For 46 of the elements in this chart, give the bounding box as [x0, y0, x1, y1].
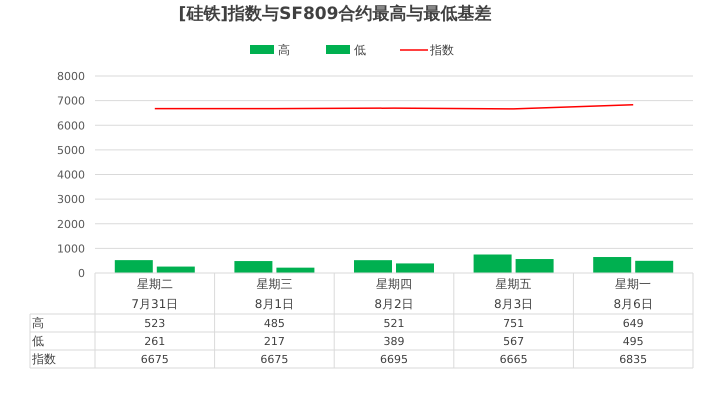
y-tick-label: 8000 [57, 70, 85, 83]
data-label: 6665 [500, 353, 528, 366]
x-tick-label: 星期三 8月1日 [254, 277, 294, 311]
y-tick-label: 1000 [57, 242, 85, 256]
legend-label: 指数 [429, 43, 454, 57]
y-tick-label: 7000 [57, 94, 85, 108]
data-label: 6675 [260, 353, 288, 366]
text: 高 [32, 316, 44, 330]
bar [234, 261, 272, 273]
data-label: 6835 [619, 353, 648, 366]
bar [114, 260, 153, 273]
y-tick-label: 3000 [57, 193, 85, 206]
data-label: 521 [384, 317, 404, 330]
data-label: 485 [264, 317, 285, 330]
data-label: 567 [503, 335, 524, 348]
y-tick-label: 4000 [57, 168, 85, 182]
data-label: 523 [144, 317, 166, 330]
x-tick-label: 星期一 8月6日 [614, 277, 653, 311]
bar [156, 266, 195, 273]
data-label: 217 [264, 335, 285, 348]
bar [474, 254, 512, 273]
legend-label: 高 [278, 43, 290, 57]
text: 指数 [32, 352, 56, 366]
bar [635, 260, 674, 273]
legend-label: 低 [354, 43, 366, 57]
y-tick-label: 0 [78, 267, 85, 280]
data-label: 649 [622, 317, 644, 330]
text: 低 [32, 334, 44, 348]
data-label: 389 [384, 335, 404, 348]
x-tick-label: 星期五 8月3日 [494, 277, 534, 311]
x-tick-label: 星期四 8月2日 [374, 277, 414, 311]
bar [276, 268, 314, 273]
data-label: 751 [503, 317, 524, 330]
chart-title: [硅铁]指数与SF809合约最高与最低基差 [178, 4, 492, 24]
data-label: 495 [622, 335, 644, 348]
y-tick-label: 2000 [57, 218, 85, 231]
data-label: 6675 [140, 353, 169, 366]
y-tick-label: 5000 [57, 144, 85, 157]
data-label: 261 [144, 335, 166, 348]
bar [593, 257, 632, 273]
y-tick-label: 6000 [57, 119, 85, 132]
bar [354, 260, 392, 273]
x-tick-label: 星期二 7月31日 [131, 277, 178, 311]
data-label: 6695 [380, 353, 408, 366]
bar [396, 263, 434, 273]
bar [516, 259, 554, 273]
